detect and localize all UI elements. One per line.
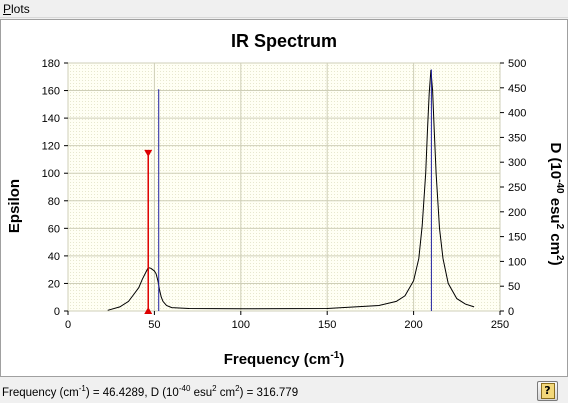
y-right-tick-label: 400 <box>508 108 526 120</box>
stick-lines <box>144 69 432 314</box>
plot-frame <box>67 62 501 312</box>
x-tick-label: 50 <box>148 319 160 331</box>
spectrum-line <box>107 69 475 311</box>
y-left-tick-label: 140 <box>42 113 60 125</box>
y-axis-left: 0 20 40 60 80 100 120 140 160 180 <box>42 58 68 318</box>
help-icon: ? <box>540 383 555 399</box>
y-right-tick-label: 500 <box>508 58 526 70</box>
x-axis: 0 50 100 150 200 250 <box>65 311 509 331</box>
help-button[interactable]: ? <box>537 381 558 401</box>
ir-spectrum-chart[interactable]: IR Spectrum 0 20 40 60 80 100 120 140 160 180 0 50… <box>0 19 568 377</box>
x-tick-label: 150 <box>318 319 336 331</box>
y-axis-right-label: D (10-40 esu2 cm2) <box>547 142 565 265</box>
y-axis-right: 0 50 100 150 200 250 300 350 400 450 500 <box>500 58 526 318</box>
status-bar: Frequency (cm-1) = 46.4289, D (10-40 esu… <box>0 378 568 403</box>
y-left-tick-label: 180 <box>42 58 60 70</box>
selected-stick-base-marker <box>144 307 153 314</box>
y-left-tick-label: 40 <box>48 251 60 263</box>
y-axis-left-label: Epsilon <box>6 179 23 233</box>
y-right-tick-label: 450 <box>508 83 526 95</box>
x-tick-label: 0 <box>65 319 71 331</box>
x-tick-label: 100 <box>232 319 250 331</box>
grid-lines <box>67 62 501 312</box>
y-right-tick-label: 0 <box>508 306 514 318</box>
menu-plots-label: lots <box>11 2 30 16</box>
y-right-tick-label: 250 <box>508 182 526 194</box>
status-readout: Frequency (cm-1) = 46.4289, D (10-40 esu… <box>2 384 299 399</box>
x-tick-label: 200 <box>404 319 422 331</box>
menu-bar: Plots <box>0 0 568 18</box>
y-right-tick-label: 150 <box>508 232 526 244</box>
y-right-tick-label: 200 <box>508 207 526 219</box>
y-left-tick-label: 80 <box>48 196 60 208</box>
y-left-tick-label: 120 <box>42 141 60 153</box>
y-left-tick-label: 160 <box>42 86 60 98</box>
y-right-tick-label: 350 <box>508 132 526 144</box>
selected-stick-top-marker <box>144 149 153 157</box>
y-left-tick-label: 60 <box>48 223 60 235</box>
chart-title: IR Spectrum <box>231 31 337 51</box>
y-right-tick-label: 300 <box>508 157 526 169</box>
x-tick-label: 250 <box>491 319 509 331</box>
y-left-tick-label: 0 <box>54 306 60 318</box>
x-axis-label: Frequency (cm-1) <box>224 350 345 368</box>
y-left-tick-label: 100 <box>42 168 60 180</box>
y-left-tick-label: 20 <box>48 278 60 290</box>
y-right-tick-label: 50 <box>508 281 520 293</box>
menu-plots-mnemonic: P <box>3 2 12 16</box>
menu-plots[interactable]: Plots <box>3 2 30 16</box>
y-right-tick-label: 100 <box>508 256 526 268</box>
